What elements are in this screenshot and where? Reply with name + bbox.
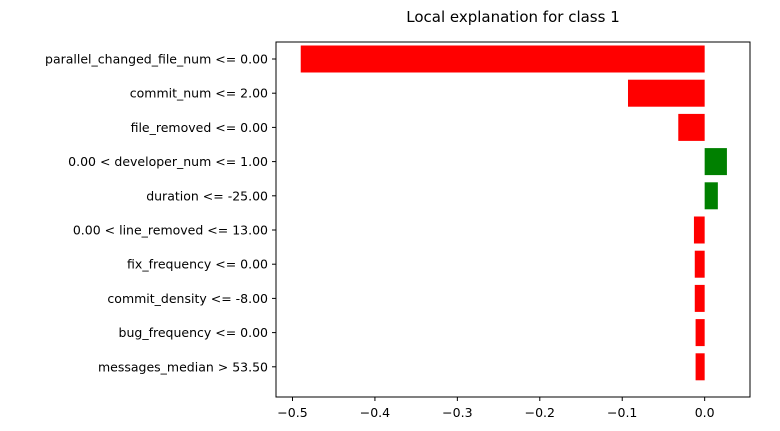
y-tick-label-2: file_removed <= 0.00 [131,120,268,135]
y-tick-label-3: 0.00 < developer_num <= 1.00 [68,154,268,169]
y-tick-label-5: 0.00 < line_removed <= 13.00 [73,223,268,238]
bar-4 [704,182,718,210]
bar-8 [695,319,705,347]
x-tick-label-0: −0.5 [277,405,307,420]
bars-group [300,45,727,381]
x-ticks: −0.5 −0.4 −0.3 −0.2 −0.1 0.0 [277,397,715,420]
x-tick-label-2: −0.3 [442,405,472,420]
bar-9 [695,353,705,381]
x-tick-label-1: −0.4 [360,405,390,420]
y-tick-label-9: messages_median > 53.50 [98,359,268,374]
bar-2 [678,113,705,141]
y-tick-label-4: duration <= -25.00 [146,188,268,203]
y-tick-label-0: parallel_changed_file_num <= 0.00 [45,52,268,67]
bar-5 [693,216,705,244]
bar-0 [300,45,705,73]
bar-3 [704,148,727,176]
chart-title: Local explanation for class 1 [406,8,620,26]
y-tick-label-7: commit_density <= -8.00 [107,291,268,306]
y-tick-label-6: fix_frequency <= 0.00 [127,257,268,272]
bar-7 [694,284,705,312]
x-tick-label-5: 0.0 [695,405,715,420]
bar-6 [694,250,705,278]
bar-1 [627,79,705,107]
y-tick-label-1: commit_num <= 2.00 [130,86,268,101]
y-tick-labels: parallel_changed_file_num <= 0.00 commit_… [45,52,276,374]
x-tick-label-3: −0.2 [525,405,555,420]
y-tick-label-8: bug_frequency <= 0.00 [119,325,269,340]
x-tick-label-4: −0.1 [607,405,637,420]
plot-frame [275,41,751,398]
